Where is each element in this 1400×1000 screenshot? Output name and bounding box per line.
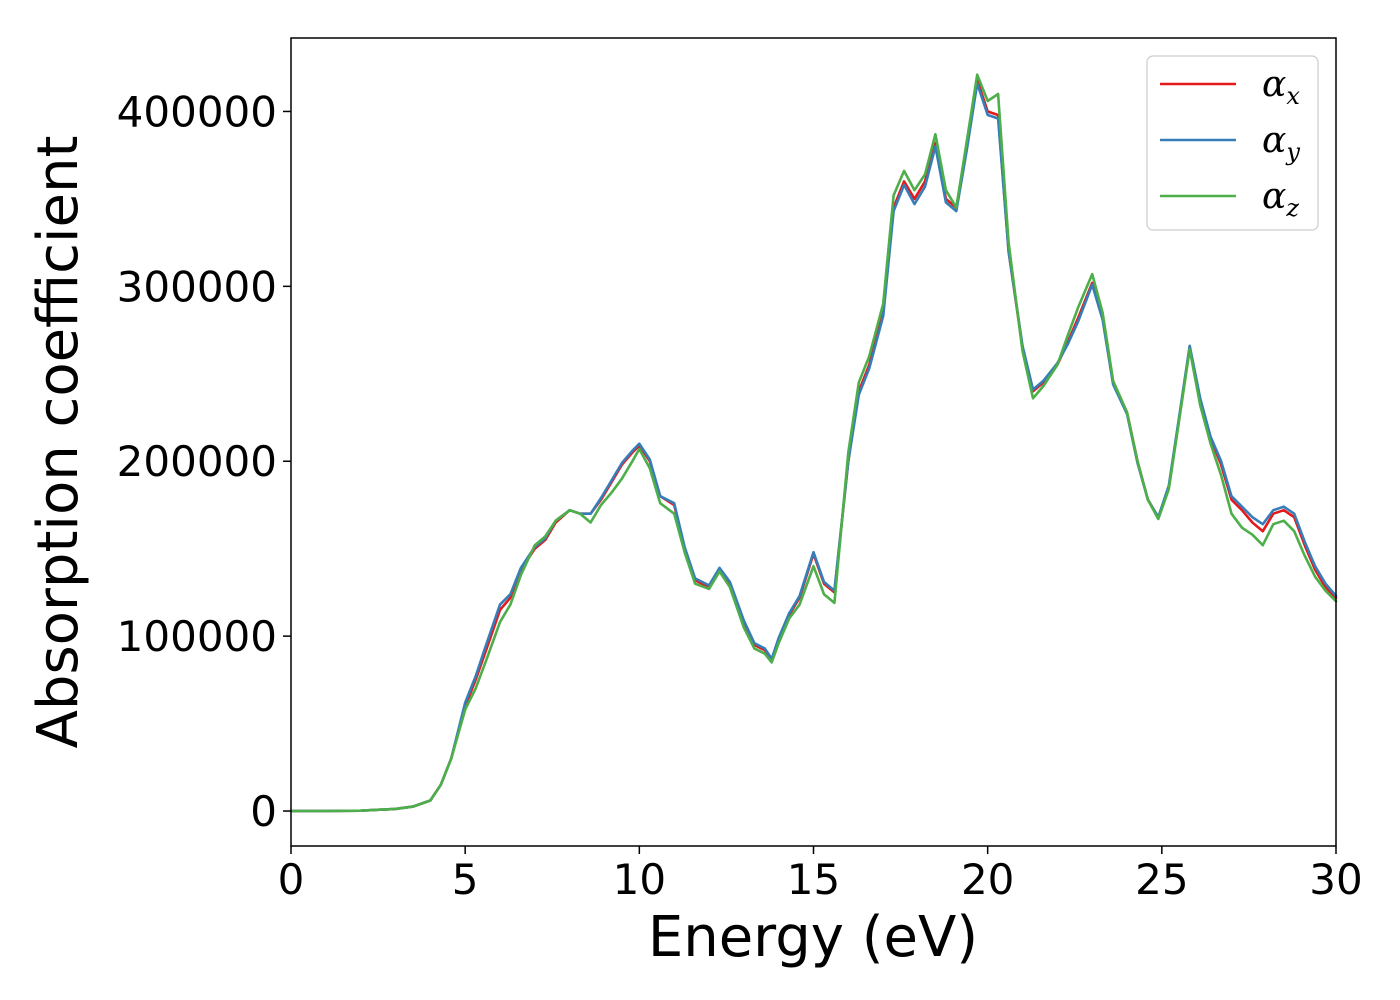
x-tick-label: 15 [787, 855, 840, 904]
x-tick-label: 25 [1135, 855, 1188, 904]
x-axis: 0 5 10 15 20 25 30 [278, 846, 1363, 904]
x-tick-label: 5 [452, 855, 479, 904]
legend-label-y: αy [1262, 120, 1300, 166]
x-axis-title: Energy (eV) [648, 905, 978, 970]
legend-label-x: αx [1262, 64, 1300, 110]
x-tick-label: 20 [961, 855, 1014, 904]
legend: αx αy αz [1146, 55, 1319, 231]
y-axis: 0 100000 200000 300000 400000 [117, 87, 291, 836]
y-tick-label: 300000 [117, 262, 277, 311]
x-tick-label: 0 [278, 855, 305, 904]
legend-label-z: αz [1262, 176, 1299, 222]
y-axis-title: Absorption coefficient [26, 136, 91, 749]
x-tick-label: 10 [613, 855, 666, 904]
y-tick-label: 200000 [117, 437, 277, 486]
x-tick-label: 30 [1309, 855, 1362, 904]
y-tick-label: 0 [250, 787, 277, 836]
series-line-z [289, 73, 1338, 813]
y-tick-label: 400000 [117, 87, 277, 136]
legend-box [1146, 55, 1319, 231]
series-layer [289, 73, 1338, 813]
legend-items: αx αy αz [1160, 64, 1300, 222]
y-tick-label: 100000 [117, 612, 277, 661]
